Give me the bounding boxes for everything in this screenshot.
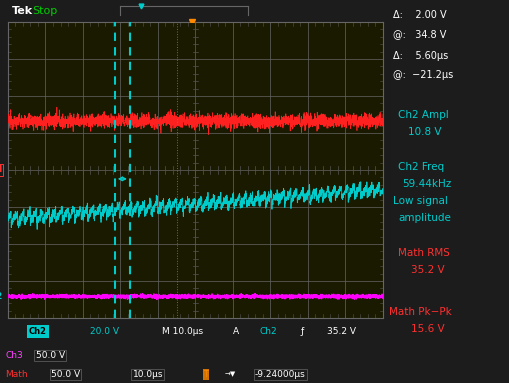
Text: -9.24000μs: -9.24000μs bbox=[254, 370, 305, 379]
Text: M: M bbox=[0, 165, 1, 175]
Text: amplitude: amplitude bbox=[398, 213, 450, 223]
Text: Tek: Tek bbox=[12, 6, 33, 16]
Text: Math RMS: Math RMS bbox=[398, 248, 449, 258]
Text: 59.44kHz: 59.44kHz bbox=[401, 179, 450, 189]
Text: Math Pk−Pk: Math Pk−Pk bbox=[388, 307, 451, 317]
Text: →▼: →▼ bbox=[224, 372, 235, 378]
Text: Δ:    5.60μs: Δ: 5.60μs bbox=[392, 51, 447, 61]
Text: 15.6 V: 15.6 V bbox=[410, 324, 444, 334]
Text: 50.0 V: 50.0 V bbox=[51, 370, 80, 379]
Text: M 10.0μs: M 10.0μs bbox=[161, 327, 203, 336]
Text: T: T bbox=[204, 370, 208, 379]
Text: 50.0 V: 50.0 V bbox=[36, 351, 65, 360]
Text: 10.0μs: 10.0μs bbox=[132, 370, 163, 379]
Text: Low signal: Low signal bbox=[392, 196, 447, 206]
Text: 10.8 V: 10.8 V bbox=[408, 127, 441, 137]
Text: 35.2 V: 35.2 V bbox=[410, 265, 444, 275]
Text: 35.2 V: 35.2 V bbox=[326, 327, 355, 336]
Text: Ch2 Ampl: Ch2 Ampl bbox=[398, 110, 448, 120]
Text: A: A bbox=[233, 327, 239, 336]
Text: 20.0 V: 20.0 V bbox=[90, 327, 119, 336]
Text: Ch2: Ch2 bbox=[259, 327, 276, 336]
Text: Math: Math bbox=[5, 370, 27, 379]
Text: @:  −21.2μs: @: −21.2μs bbox=[392, 70, 453, 80]
Text: @:   34.8 V: @: 34.8 V bbox=[392, 29, 446, 39]
Text: Δ:    2.00 V: Δ: 2.00 V bbox=[392, 10, 446, 20]
Text: Ch2: Ch2 bbox=[29, 327, 47, 336]
Text: Ch3: Ch3 bbox=[5, 351, 23, 360]
Text: Stop: Stop bbox=[32, 6, 58, 16]
Text: 2: 2 bbox=[0, 292, 1, 301]
Text: ƒ: ƒ bbox=[300, 327, 303, 336]
Text: Ch2 Freq: Ch2 Freq bbox=[398, 162, 443, 172]
